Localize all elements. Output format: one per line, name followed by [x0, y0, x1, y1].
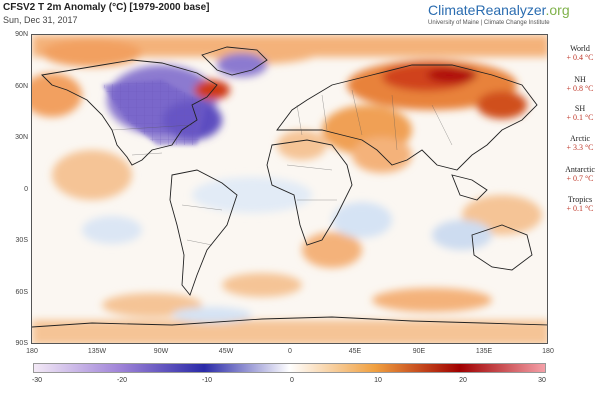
lat-label-30s: 30S [15, 237, 28, 244]
lon-label-45e: 45E [348, 348, 362, 355]
map-canvas [32, 35, 547, 343]
stat-name: SH [574, 104, 586, 113]
continent-outlines [32, 46, 547, 328]
stat-name: World [570, 44, 590, 53]
colorbar-tick: 10 [374, 377, 382, 384]
stat-antarctic: Antarctic + 0.7 °C [556, 165, 604, 183]
colorbar-tick: 30 [538, 377, 546, 384]
colorbar-tick: -10 [201, 377, 213, 384]
map-title: CFSV2 T 2m Anomaly (°C) [1979-2000 base] [3, 2, 210, 13]
lon-label-180w: 180 [26, 348, 38, 355]
stat-name: NH [574, 75, 586, 84]
brand-logo[interactable]: ClimateReanalyzer.org [428, 2, 570, 18]
colorbar-tick: 0 [290, 377, 294, 384]
lon-label-180e: 180 [542, 348, 554, 355]
lon-label-90w: 90W [153, 348, 169, 355]
stat-value: + 0.7 °C [566, 174, 594, 183]
lon-label-90e: 90E [412, 348, 426, 355]
stat-world: World + 0.4 °C [556, 44, 604, 62]
brand-subtitle: University of Maine | Climate Change Ins… [428, 20, 550, 26]
stat-value: + 0.4 °C [566, 53, 594, 62]
stat-sh: SH + 0.1 °C [556, 104, 604, 122]
stat-value: + 3.3 °C [566, 143, 594, 152]
lat-label-30n: 30N [15, 134, 28, 141]
brand-name: ClimateReanalyzer [428, 2, 546, 18]
lat-label-60n: 60N [15, 83, 28, 90]
lon-label-135e: 135E [475, 348, 493, 355]
lat-label-90s: 90S [15, 340, 28, 347]
stat-value: + 0.1 °C [566, 113, 594, 122]
lat-label-60s: 60S [15, 289, 28, 296]
colorbar [33, 363, 546, 373]
brand-suffix: .org [545, 2, 570, 18]
lon-label-0: 0 [288, 348, 292, 355]
colorbar-tick: 20 [459, 377, 467, 384]
lat-label-90n: 90N [15, 31, 28, 38]
stat-name: Antarctic [565, 165, 595, 174]
map-date: Sun, Dec 31, 2017 [3, 15, 78, 25]
colorbar-tick: -30 [31, 377, 43, 384]
stat-tropics: Tropics + 0.1 °C [556, 195, 604, 213]
stat-value: + 0.8 °C [566, 84, 594, 93]
stat-nh: NH + 0.8 °C [556, 75, 604, 93]
lon-label-45w: 45W [218, 348, 234, 355]
lon-label-135w: 135W [87, 348, 107, 355]
stat-value: + 0.1 °C [566, 204, 594, 213]
colorbar-tick: -20 [116, 377, 128, 384]
stat-arctic: Arctic + 3.3 °C [556, 134, 604, 152]
stat-name: Tropics [567, 195, 593, 204]
stat-name: Arctic [570, 134, 590, 143]
temperature-anomaly-map[interactable] [31, 34, 548, 344]
lat-label-0: 0 [24, 186, 28, 193]
